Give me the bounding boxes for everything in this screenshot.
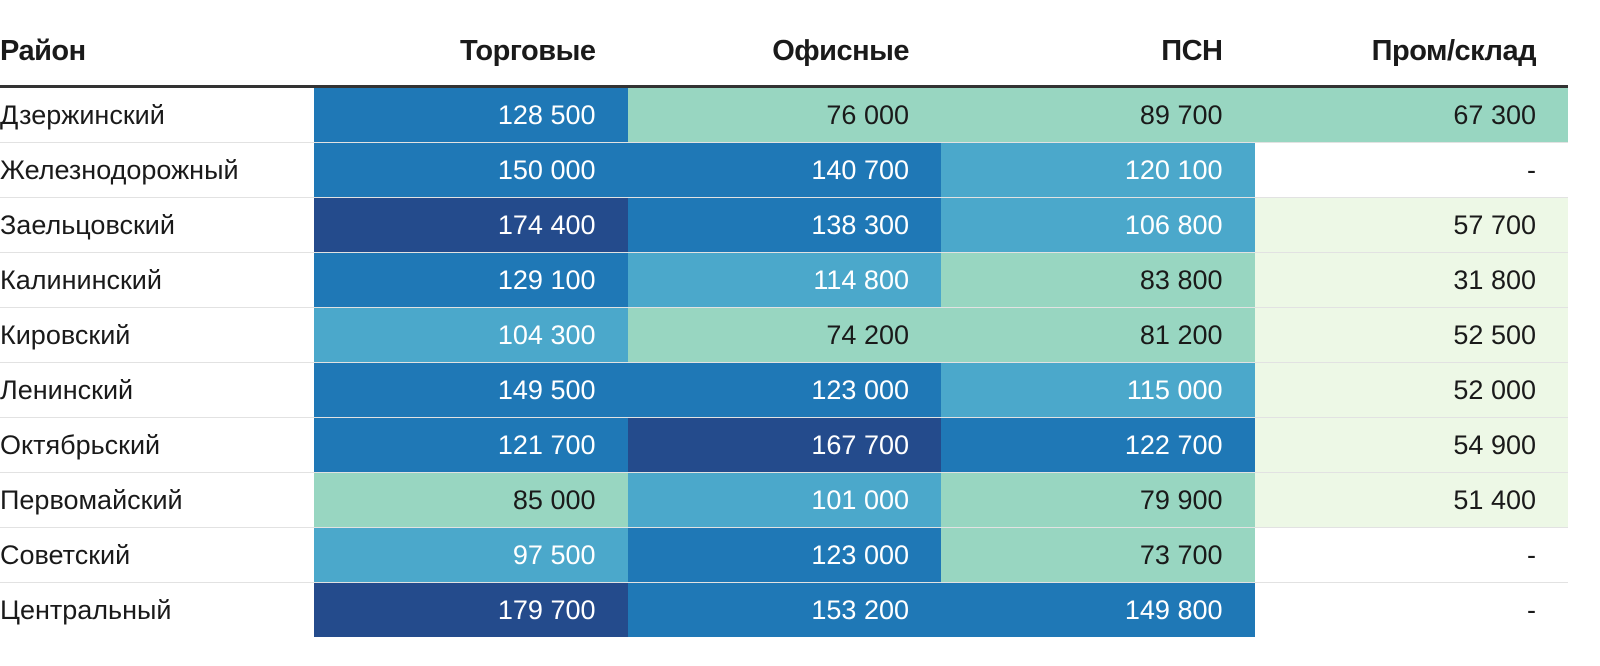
heatmap-cell-psn: 120 100 — [941, 142, 1255, 198]
table-row: Ленинский 149 500 123 000 115 000 52 000 — [0, 362, 1568, 418]
heatmap-cell-psn: 149 800 — [941, 582, 1255, 637]
heatmap-cell-retail: 104 300 — [314, 307, 628, 363]
district-name-cell: Заельцовский — [0, 197, 314, 253]
heatmap-cell-office: 76 000 — [627, 86, 941, 143]
table-row: Советский 97 500 123 000 73 700- — [0, 527, 1568, 583]
table-row: Центральный 179 700 153 200 149 800- — [0, 582, 1568, 637]
heatmap-cell-industrial-warehouse: 52 000 — [1254, 362, 1568, 418]
district-name-cell: Центральный — [0, 582, 314, 637]
heatmap-cell-office: 123 000 — [627, 527, 941, 583]
heatmap-cell-retail: 149 500 — [314, 362, 628, 418]
heatmap-cell-retail: 179 700 — [314, 582, 628, 637]
heatmap-cell-industrial-warehouse: - — [1254, 142, 1568, 198]
heatmap-cell-industrial-warehouse: - — [1254, 582, 1568, 637]
heatmap-cell-industrial-warehouse: 57 700 — [1254, 197, 1568, 253]
column-header-psn: ПСН — [941, 18, 1255, 88]
column-header-district: Район — [0, 18, 314, 88]
heatmap-cell-office: 101 000 — [627, 472, 941, 528]
heatmap-cell-industrial-warehouse: - — [1254, 527, 1568, 583]
heatmap-cell-office: 167 700 — [627, 417, 941, 473]
rent-price-heatmap-table: Район Торговые Офисные ПСН Пром/склад Дз… — [0, 18, 1568, 637]
district-name-cell: Первомайский — [0, 472, 314, 528]
heatmap-cell-industrial-warehouse: 51 400 — [1254, 472, 1568, 528]
table-row: Кировский 104 300 74 200 81 200 52 500 — [0, 307, 1568, 363]
heatmap-cell-psn: 81 200 — [941, 307, 1255, 363]
heatmap-cell-retail: 121 700 — [314, 417, 628, 473]
district-name-cell: Калининский — [0, 252, 314, 308]
heatmap-cell-psn: 106 800 — [941, 197, 1255, 253]
district-name-cell: Дзержинский — [0, 86, 314, 143]
heatmap-cell-industrial-warehouse: 54 900 — [1254, 417, 1568, 473]
heatmap-cell-industrial-warehouse: 52 500 — [1254, 307, 1568, 363]
column-header-industrial-warehouse: Пром/склад — [1254, 18, 1568, 88]
table-row: Октябрьский 121 700 167 700 122 700 54 900 — [0, 417, 1568, 473]
heatmap-cell-industrial-warehouse: 31 800 — [1254, 252, 1568, 308]
district-name-cell: Железнодорожный — [0, 142, 314, 198]
table-row: Заельцовский 174 400 138 300 106 800 57 700 — [0, 197, 1568, 253]
column-header-office: Офисные — [627, 18, 941, 88]
heatmap-cell-office: 114 800 — [627, 252, 941, 308]
heatmap-cell-psn: 122 700 — [941, 417, 1255, 473]
heatmap-cell-retail: 85 000 — [314, 472, 628, 528]
heatmap-cell-retail: 129 100 — [314, 252, 628, 308]
heatmap-cell-psn: 115 000 — [941, 362, 1255, 418]
header-row: Район Торговые Офисные ПСН Пром/склад — [0, 18, 1568, 88]
table-body: Дзержинский 128 500 76 000 89 700 67 300 Желе… — [0, 86, 1568, 637]
heatmap-cell-retail: 174 400 — [314, 197, 628, 253]
table-row: Калининский 129 100 114 800 83 800 31 800 — [0, 252, 1568, 308]
heatmap-cell-psn: 83 800 — [941, 252, 1255, 308]
column-header-retail: Торговые — [314, 18, 628, 88]
heatmap-cell-retail: 150 000 — [314, 142, 628, 198]
district-name-cell: Ленинский — [0, 362, 314, 418]
heatmap-cell-psn: 79 900 — [941, 472, 1255, 528]
heatmap-cell-retail: 97 500 — [314, 527, 628, 583]
table-row: Железнодорожный 150 000 140 700 120 100- — [0, 142, 1568, 198]
heatmap-cell-office: 123 000 — [627, 362, 941, 418]
heatmap-cell-office: 138 300 — [627, 197, 941, 253]
heatmap-cell-office: 153 200 — [627, 582, 941, 637]
district-name-cell: Советский — [0, 527, 314, 583]
district-name-cell: Октябрьский — [0, 417, 314, 473]
table-row: Дзержинский 128 500 76 000 89 700 67 300 — [0, 86, 1568, 143]
heatmap-table-container: Район Торговые Офисные ПСН Пром/склад Дз… — [0, 18, 1568, 637]
heatmap-cell-psn: 89 700 — [941, 86, 1255, 143]
heatmap-cell-office: 74 200 — [627, 307, 941, 363]
heatmap-cell-office: 140 700 — [627, 142, 941, 198]
district-name-cell: Кировский — [0, 307, 314, 363]
table-header: Район Торговые Офисные ПСН Пром/склад — [0, 18, 1568, 88]
heatmap-cell-psn: 73 700 — [941, 527, 1255, 583]
table-row: Первомайский 85 000 101 000 79 900 51 400 — [0, 472, 1568, 528]
heatmap-cell-industrial-warehouse: 67 300 — [1254, 86, 1568, 143]
heatmap-cell-retail: 128 500 — [314, 86, 628, 143]
